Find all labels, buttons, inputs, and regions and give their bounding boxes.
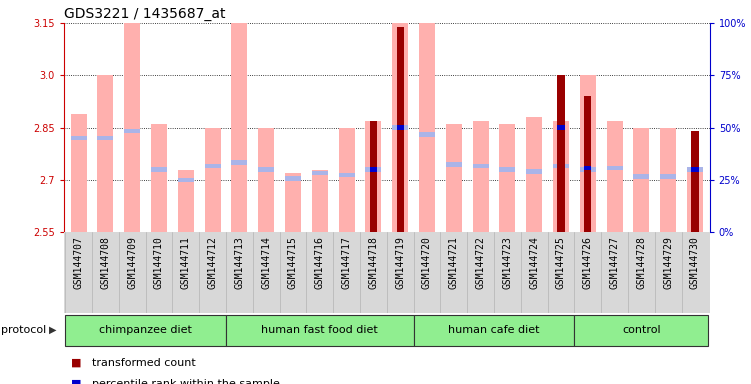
Bar <box>553 121 569 232</box>
Text: GSM144720: GSM144720 <box>422 237 432 289</box>
Text: GSM144728: GSM144728 <box>636 237 647 289</box>
Bar <box>557 75 565 232</box>
Text: GSM144708: GSM144708 <box>101 237 110 289</box>
Bar <box>397 26 404 232</box>
Bar <box>339 127 354 232</box>
Text: GSM144714: GSM144714 <box>261 237 271 289</box>
Bar <box>575 315 708 346</box>
Bar <box>557 126 565 130</box>
Bar <box>687 170 703 232</box>
Text: GSM144724: GSM144724 <box>529 237 539 289</box>
Text: control: control <box>622 325 661 335</box>
Bar <box>446 124 462 232</box>
Bar <box>692 131 698 232</box>
Text: GSM144723: GSM144723 <box>502 237 512 289</box>
Bar <box>397 126 404 130</box>
Bar <box>124 0 140 232</box>
Text: GSM144709: GSM144709 <box>127 237 137 289</box>
Bar <box>446 162 462 167</box>
Bar <box>392 126 409 130</box>
Text: GSM144727: GSM144727 <box>610 237 620 289</box>
Bar <box>98 75 113 232</box>
Bar <box>584 96 591 232</box>
Bar <box>65 315 226 346</box>
Text: ■: ■ <box>71 379 82 384</box>
Text: GSM144722: GSM144722 <box>475 237 486 289</box>
Bar <box>607 121 623 232</box>
Bar <box>472 121 489 232</box>
Bar <box>204 164 221 168</box>
Bar <box>339 172 354 177</box>
Text: GSM144710: GSM144710 <box>154 237 164 289</box>
Bar <box>499 124 515 232</box>
Bar <box>526 169 542 174</box>
Bar <box>369 167 377 172</box>
Bar <box>526 117 542 232</box>
Text: GSM144721: GSM144721 <box>449 237 459 289</box>
Bar <box>472 164 489 168</box>
Text: GSM144719: GSM144719 <box>395 237 406 289</box>
Text: GDS3221 / 1435687_at: GDS3221 / 1435687_at <box>64 7 225 21</box>
Bar <box>231 20 247 232</box>
Text: percentile rank within the sample: percentile rank within the sample <box>92 379 280 384</box>
Text: GSM144726: GSM144726 <box>583 237 593 289</box>
Bar <box>231 160 247 165</box>
Text: GSM144711: GSM144711 <box>181 237 191 289</box>
Text: GSM144707: GSM144707 <box>74 237 83 289</box>
Text: ▶: ▶ <box>49 325 56 335</box>
Text: ■: ■ <box>71 358 82 368</box>
Bar <box>151 167 167 172</box>
Text: protocol: protocol <box>1 325 46 335</box>
Bar <box>226 315 414 346</box>
Bar <box>660 127 676 232</box>
Text: human cafe diet: human cafe diet <box>448 325 540 335</box>
Bar <box>124 129 140 133</box>
Text: GSM144712: GSM144712 <box>207 237 218 289</box>
Bar <box>312 170 327 232</box>
Bar <box>178 170 194 232</box>
Bar <box>258 167 274 172</box>
Text: human fast food diet: human fast food diet <box>261 325 379 335</box>
Bar <box>285 176 301 180</box>
Text: GSM144718: GSM144718 <box>368 237 379 289</box>
Text: GSM144715: GSM144715 <box>288 237 298 289</box>
Bar <box>633 174 650 179</box>
Bar <box>553 164 569 168</box>
Bar <box>607 166 623 170</box>
Bar <box>365 167 382 172</box>
Text: GSM144730: GSM144730 <box>690 237 700 289</box>
Bar <box>687 167 703 172</box>
Text: GSM144713: GSM144713 <box>234 237 244 289</box>
Text: GSM144717: GSM144717 <box>342 237 351 289</box>
Bar <box>660 174 676 179</box>
Bar <box>98 136 113 141</box>
Text: GSM144725: GSM144725 <box>556 237 566 289</box>
Bar <box>580 167 596 172</box>
Text: GSM144716: GSM144716 <box>315 237 324 289</box>
Bar <box>419 132 435 137</box>
Bar <box>392 23 409 232</box>
Bar <box>414 315 575 346</box>
Bar <box>258 127 274 232</box>
Bar <box>151 124 167 232</box>
Bar <box>178 178 194 182</box>
Bar <box>204 127 221 232</box>
Bar <box>285 173 301 232</box>
Bar <box>692 167 698 172</box>
Bar <box>312 171 327 175</box>
Text: chimpanzee diet: chimpanzee diet <box>99 325 192 335</box>
Bar <box>71 136 86 141</box>
Bar <box>499 167 515 172</box>
Text: transformed count: transformed count <box>92 358 196 368</box>
Text: GSM144729: GSM144729 <box>663 237 673 289</box>
Bar <box>580 75 596 232</box>
Bar <box>419 0 435 232</box>
Bar <box>584 166 591 170</box>
Bar <box>365 121 382 232</box>
Bar <box>369 121 377 232</box>
Bar <box>633 127 650 232</box>
Bar <box>71 114 86 232</box>
